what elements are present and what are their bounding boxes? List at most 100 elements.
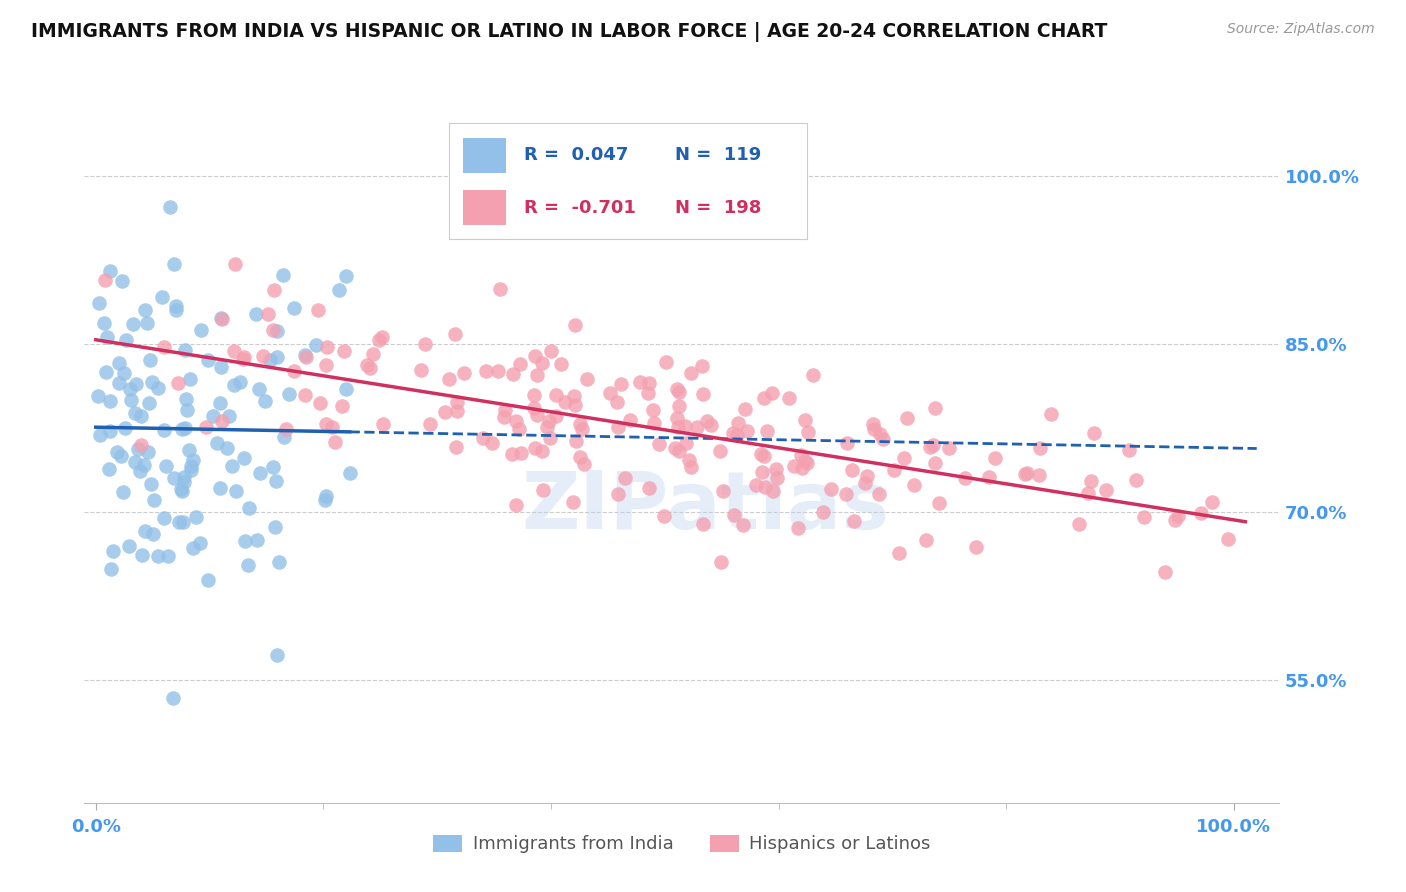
- Point: [256, 307, 278, 321]
- Point: [524, 349, 547, 363]
- Point: [271, 268, 294, 283]
- Point: [100, 562, 122, 576]
- Point: [201, 409, 224, 423]
- Point: [928, 496, 950, 510]
- Point: [136, 316, 159, 330]
- Point: [489, 282, 512, 296]
- Y-axis label: In Labor Force | Age 20-24: In Labor Force | Age 20-24: [0, 341, 8, 560]
- Point: [315, 417, 337, 432]
- Point: [238, 501, 260, 516]
- Point: [162, 257, 184, 271]
- Point: [793, 413, 815, 427]
- Point: [262, 459, 284, 474]
- Point: [1028, 467, 1050, 482]
- Point: [172, 515, 194, 529]
- Point: [142, 527, 165, 541]
- Point: [162, 690, 184, 705]
- Point: [153, 423, 176, 437]
- Point: [562, 389, 585, 403]
- Point: [725, 427, 748, 442]
- Point: [508, 422, 530, 436]
- Point: [530, 356, 553, 370]
- Point: [246, 533, 269, 547]
- Point: [335, 268, 357, 283]
- Point: [150, 290, 173, 304]
- Point: [984, 450, 1007, 465]
- Point: [673, 418, 696, 433]
- Point: [574, 457, 596, 471]
- Point: [165, 299, 187, 313]
- Point: [371, 417, 394, 431]
- Point: [98, 424, 121, 438]
- Point: [700, 418, 723, 433]
- Point: [125, 377, 148, 392]
- Point: [509, 446, 531, 460]
- Point: [546, 388, 568, 402]
- Point: [225, 484, 247, 499]
- Point: [710, 555, 733, 569]
- Point: [117, 539, 139, 553]
- Point: [112, 485, 135, 500]
- Point: [97, 462, 120, 476]
- Point: [643, 416, 665, 430]
- Point: [132, 458, 155, 473]
- Point: [323, 434, 346, 449]
- Point: [733, 517, 755, 532]
- Point: [138, 395, 160, 409]
- Point: [681, 460, 703, 475]
- Point: [841, 463, 863, 477]
- Point: [523, 388, 546, 402]
- Point: [655, 354, 678, 368]
- Point: [1039, 407, 1062, 421]
- Point: [148, 549, 170, 563]
- Point: [762, 483, 785, 498]
- Point: [977, 470, 1000, 484]
- Point: [368, 333, 391, 347]
- Point: [152, 510, 174, 524]
- Point: [444, 440, 467, 454]
- Point: [610, 376, 633, 391]
- Point: [734, 402, 756, 417]
- Point: [180, 459, 202, 474]
- Point: [294, 387, 316, 401]
- Point: [335, 382, 357, 396]
- Point: [167, 515, 190, 529]
- Point: [283, 301, 305, 316]
- Point: [492, 410, 515, 425]
- Point: [247, 382, 270, 396]
- Point: [309, 396, 332, 410]
- Point: [105, 445, 128, 459]
- Point: [481, 436, 503, 450]
- Point: [321, 420, 343, 434]
- Point: [98, 264, 121, 278]
- Point: [564, 398, 586, 412]
- Point: [96, 330, 118, 344]
- Point: [252, 349, 274, 363]
- Point: [197, 573, 219, 587]
- Point: [569, 417, 592, 431]
- Point: [136, 445, 159, 459]
- Point: [540, 343, 562, 358]
- Point: [561, 495, 583, 509]
- Point: [820, 483, 842, 497]
- Point: [139, 353, 162, 368]
- Point: [752, 449, 775, 463]
- Point: [754, 391, 776, 405]
- Point: [134, 302, 156, 317]
- Point: [761, 385, 783, 400]
- Point: [1125, 474, 1147, 488]
- Point: [723, 508, 745, 522]
- Point: [571, 422, 593, 436]
- Point: [315, 489, 337, 503]
- Point: [727, 417, 749, 431]
- Point: [696, 413, 718, 427]
- Point: [221, 459, 243, 474]
- Point: [131, 548, 153, 562]
- Point: [569, 450, 592, 464]
- Point: [259, 352, 281, 367]
- Point: [141, 376, 163, 390]
- Point: [955, 471, 977, 485]
- Point: [550, 358, 572, 372]
- Point: [359, 361, 381, 376]
- Point: [523, 441, 546, 455]
